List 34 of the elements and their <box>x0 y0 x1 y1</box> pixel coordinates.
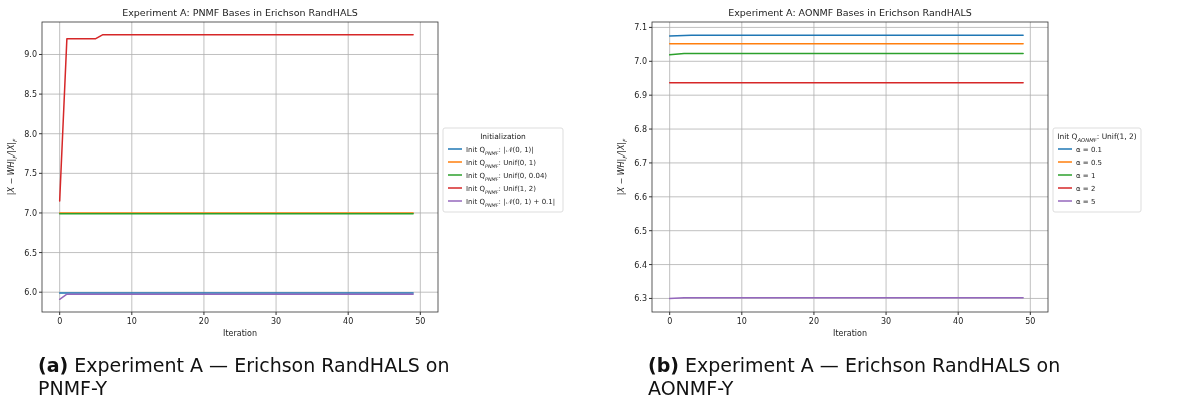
x-tick-label: 0 <box>57 317 63 326</box>
y-tick-label: 8.0 <box>24 129 37 139</box>
y-tick-label: 6.3 <box>634 294 647 304</box>
x-tick-label: 10 <box>736 317 747 326</box>
y-tick-label: 6.0 <box>24 288 37 298</box>
y-tick-label: 7.0 <box>634 57 647 67</box>
x-tick-label: 40 <box>953 317 964 326</box>
x-tick-label: 20 <box>198 317 210 326</box>
x-axis-title: Iteration <box>223 329 257 338</box>
text: (b) Experiment A — Erichson RandHALS on AONMF-Y <box>648 354 1061 399</box>
x-tick-label: 30 <box>270 317 282 326</box>
y-tick-label: 6.5 <box>24 248 37 258</box>
x-tick-label: 50 <box>1025 317 1036 326</box>
x-tick-label: 0 <box>667 317 673 326</box>
y-tick-label: 7.1 <box>634 23 647 33</box>
y-tick-label: 6.7 <box>634 158 647 168</box>
chart-title: Experiment A: AONMF Bases in Erichson RandHALS <box>728 7 972 18</box>
y-tick-label: 8.5 <box>24 90 37 100</box>
y-tick-label: 9.0 <box>24 50 37 60</box>
y-tick-label: 7.5 <box>24 169 37 179</box>
x-tick-label: 50 <box>415 317 426 326</box>
text: (a) Experiment A — Erichson RandHALS on PNMF-Y <box>38 354 450 399</box>
x-tick-label: 10 <box>126 317 137 326</box>
x-axis-title: Iteration <box>833 329 867 338</box>
y-tick-label: 6.9 <box>634 91 647 101</box>
y-tick-label: 6.5 <box>634 226 647 236</box>
x-tick-label: 20 <box>808 317 820 326</box>
x-tick-label: 40 <box>343 317 354 326</box>
y-tick-label: 7.0 <box>24 208 37 218</box>
y-tick-label: 6.4 <box>634 260 647 270</box>
y-tick-label: 6.6 <box>634 192 647 202</box>
chart-title: Experiment A: PNMF Bases in Erichson RandHALS <box>122 7 358 18</box>
y-tick-label: 6.8 <box>634 125 647 135</box>
x-tick-label: 30 <box>880 317 892 326</box>
